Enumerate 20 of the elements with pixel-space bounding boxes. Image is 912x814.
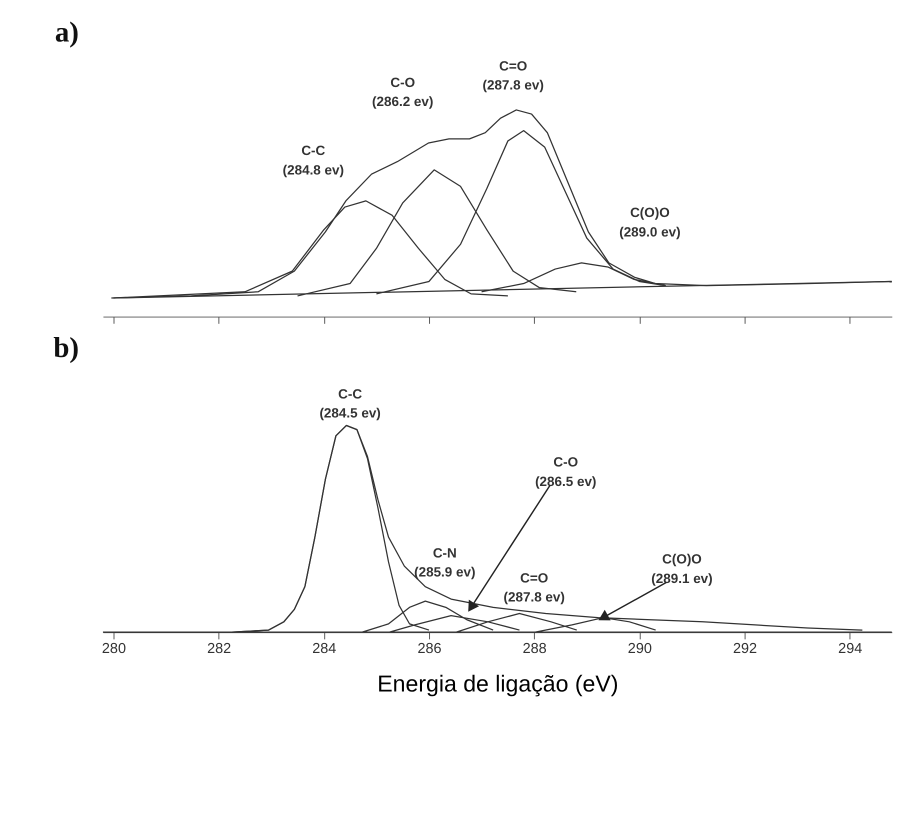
annotation: C-N (285.9 ev)	[414, 545, 476, 580]
annotation: C(O)O (289.1 ev)	[651, 552, 713, 586]
text: C-O (286.2 ev)	[372, 74, 434, 110]
annotation: C-C (284.8 ev)	[282, 143, 344, 178]
x-tick-label: 292	[732, 640, 758, 657]
text: C=O (287.8 ev)	[482, 58, 544, 93]
x-tick-label: 284	[312, 640, 336, 657]
x-axis-title: Energia de ligação (eV)	[377, 670, 618, 696]
chart-title: a)	[54, 16, 79, 48]
x-tick-label: 288	[522, 640, 547, 657]
x-tick-label: 290	[628, 640, 652, 657]
annotation: C-O (286.5 ev)	[535, 454, 596, 489]
annotation: C-C (284.5 ev)	[319, 386, 381, 421]
chart-title: b)	[53, 332, 79, 364]
annotation: C(O)O (289.0 ev)	[619, 205, 681, 240]
x-tick-label: 286	[417, 640, 442, 657]
x-tick-label: 294	[838, 640, 862, 657]
x-tick-label: 282	[207, 640, 232, 657]
x-tick-label: 280	[102, 640, 126, 657]
annotation: C=O (287.8 ev)	[504, 570, 565, 604]
